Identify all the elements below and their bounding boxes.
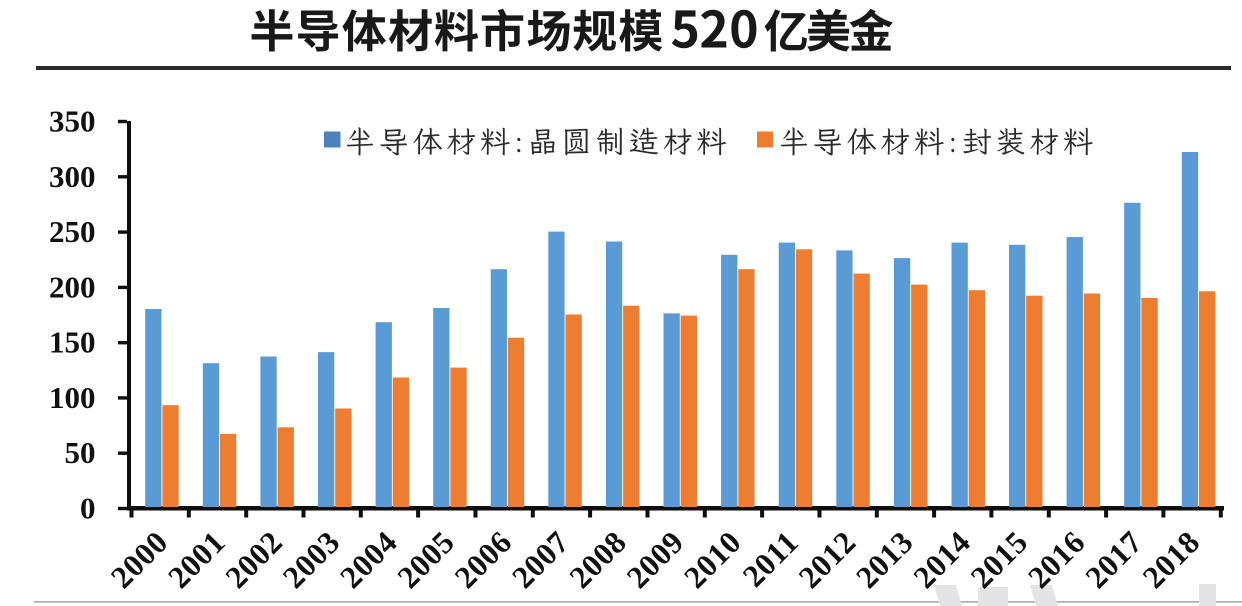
svg-text:2004: 2004: [333, 524, 404, 595]
svg-text:2018: 2018: [1136, 524, 1207, 595]
svg-text:2003: 2003: [276, 524, 347, 595]
svg-text:200: 200: [49, 269, 96, 304]
svg-text:2006: 2006: [448, 524, 519, 595]
svg-text:2017: 2017: [1079, 524, 1150, 595]
svg-text:2008: 2008: [563, 524, 634, 595]
svg-text:300: 300: [49, 159, 96, 194]
svg-text:2011: 2011: [736, 524, 805, 593]
svg-text:150: 150: [49, 325, 96, 360]
svg-text:50: 50: [65, 435, 96, 470]
svg-text:0: 0: [80, 491, 96, 526]
svg-text:250: 250: [49, 214, 96, 249]
svg-text:2010: 2010: [677, 524, 748, 595]
svg-text:2001: 2001: [161, 524, 232, 595]
svg-text:2005: 2005: [391, 524, 462, 595]
svg-text:2014: 2014: [907, 524, 978, 595]
svg-text:350: 350: [49, 104, 96, 139]
svg-text:2015: 2015: [964, 524, 1035, 595]
svg-text:2007: 2007: [505, 524, 576, 595]
svg-text:2002: 2002: [219, 524, 290, 595]
svg-text:2009: 2009: [620, 524, 691, 595]
svg-text:100: 100: [49, 380, 96, 415]
svg-text:2016: 2016: [1021, 524, 1092, 595]
svg-text:2013: 2013: [849, 524, 920, 595]
svg-text:2000: 2000: [104, 524, 175, 595]
svg-text:2012: 2012: [792, 524, 863, 595]
